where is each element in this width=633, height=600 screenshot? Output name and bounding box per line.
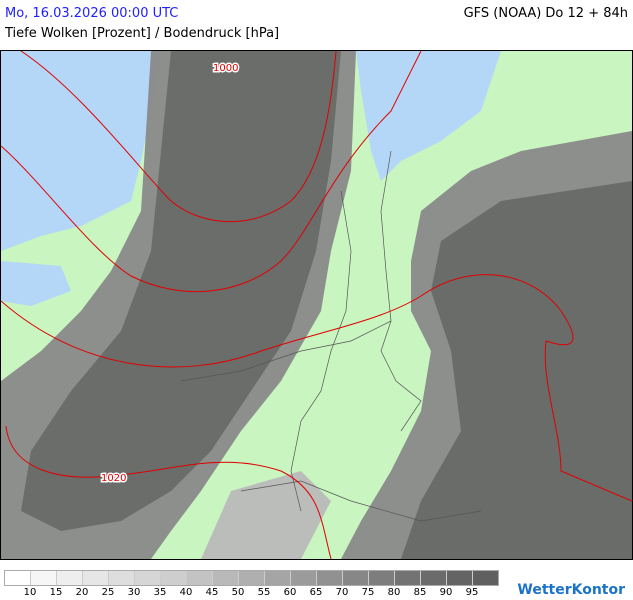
parameter-title: Tiefe Wolken [Prozent] / Bodendruck [hPa… (5, 26, 280, 41)
legend-swatch (5, 571, 31, 585)
legend-label: 50 (231, 587, 245, 598)
wetterkontor-logo: WetterKontor (517, 582, 625, 598)
isobar-label-1020: 1020 (101, 473, 126, 484)
legend-label: 30 (127, 587, 141, 598)
legend-swatch (83, 571, 109, 585)
legend-label: 40 (179, 587, 193, 598)
legend-swatch (265, 571, 291, 585)
legend-label: 20 (75, 587, 89, 598)
legend-label: 85 (413, 587, 427, 598)
legend-swatch (369, 571, 395, 585)
legend-label: 35 (153, 587, 167, 598)
sea-west (1, 261, 71, 306)
legend-label: 90 (439, 587, 453, 598)
legend-swatch (421, 571, 447, 585)
legend-label: 55 (257, 587, 271, 598)
model-run: GFS (NOAA) Do 12 + 84h (463, 6, 628, 21)
north-sea (1, 51, 161, 251)
legend-label: 60 (283, 587, 297, 598)
legend-swatch (31, 571, 57, 585)
legend-labels: 10 15 20 25 30 35 40 45 50 55 60 65 70 75 80 85 90 95 (0, 587, 520, 599)
legend-label: 95 (465, 587, 479, 598)
legend-swatch (473, 571, 498, 585)
legend-swatch (395, 571, 421, 585)
legend-label: 70 (335, 587, 349, 598)
legend-swatch (135, 571, 161, 585)
country-borders (180, 150, 482, 522)
legend-label: 10 (23, 587, 37, 598)
isobar-label-1000: 1000 (213, 63, 238, 74)
color-legend (4, 570, 499, 586)
legend-swatch (317, 571, 343, 585)
legend-swatch (109, 571, 135, 585)
legend-label: 75 (361, 587, 375, 598)
legend-swatch (343, 571, 369, 585)
weather-map[interactable]: 1000 1020 (0, 50, 633, 560)
legend-swatch (187, 571, 213, 585)
legend-swatch (291, 571, 317, 585)
legend-swatch (239, 571, 265, 585)
legend-swatch (447, 571, 473, 585)
forecast-datetime: Mo, 16.03.2026 00:00 UTC (5, 6, 179, 21)
legend-swatch (161, 571, 187, 585)
legend-label: 25 (101, 587, 115, 598)
legend-label: 45 (205, 587, 219, 598)
isobars (1, 51, 632, 559)
legend-label: 65 (309, 587, 323, 598)
legend-swatch (213, 571, 239, 585)
baltic-sea (356, 51, 501, 181)
legend-label: 15 (49, 587, 63, 598)
legend-swatch (57, 571, 83, 585)
legend-label: 80 (387, 587, 401, 598)
